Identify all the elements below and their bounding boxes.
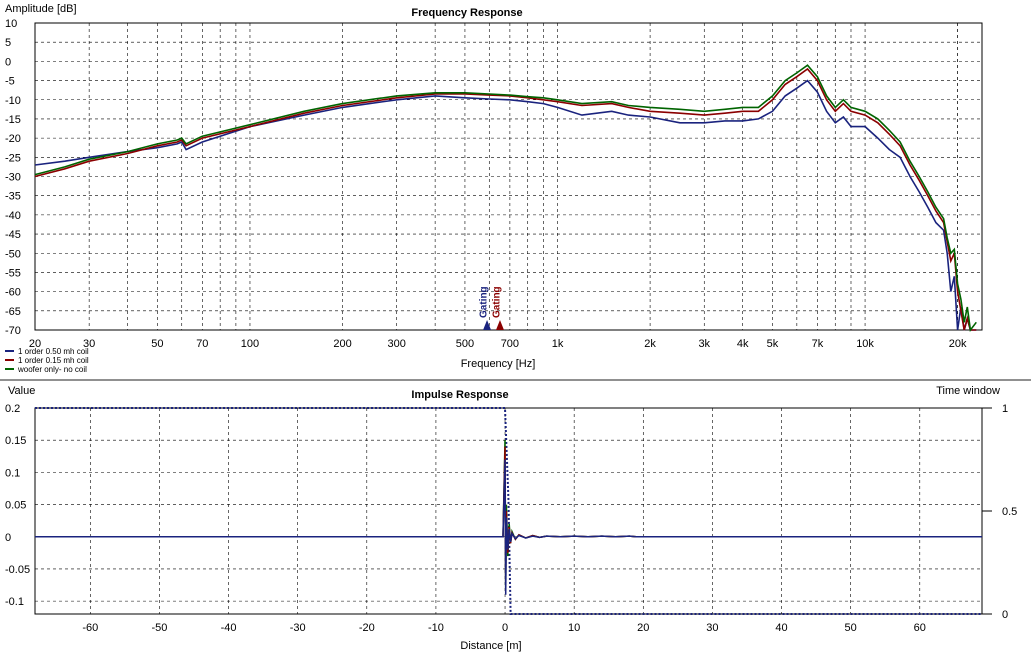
y-tick-label: -45 <box>5 229 21 241</box>
x-tick-label: 5k <box>767 338 779 350</box>
x-tick-label: 7k <box>812 338 824 350</box>
y-tick-label: -50 <box>5 248 21 260</box>
y-axis-label: Value <box>8 385 35 397</box>
y-tick-label: 0.1 <box>5 467 20 479</box>
x-tick-label: 200 <box>333 338 351 350</box>
y-tick-label: 5 <box>5 37 11 49</box>
y2-axis-label: Time window <box>936 385 1000 397</box>
x-tick-label: 1k <box>552 338 564 350</box>
y-tick-label: -0.1 <box>5 596 24 608</box>
x-tick-label: 300 <box>388 338 406 350</box>
x-tick-label: 30 <box>83 338 95 350</box>
y2-tick-label: 0 <box>1002 609 1008 621</box>
y-tick-label: 0 <box>5 56 11 68</box>
y2-tick-label: 1 <box>1002 403 1008 415</box>
impulse-response-chart: -60 -50 -40 -30 -20 -10 0 10 20 30 40 50 600.20.150.… <box>5 385 1017 652</box>
x-tick-label: 10k <box>856 338 874 350</box>
y-tick-label: -10 <box>5 95 21 107</box>
y-tick-label: -55 <box>5 267 21 279</box>
y-tick-label: -35 <box>5 191 21 203</box>
x-tick-label: 100 <box>241 338 259 350</box>
x-tick-label: 3k <box>698 338 710 350</box>
y-tick-label: -40 <box>5 210 21 222</box>
x-tick-label: 20 <box>637 622 649 634</box>
x-tick-label: 50 <box>845 622 857 634</box>
y-tick-label: -15 <box>5 114 21 126</box>
y-tick-label: 0 <box>5 532 11 544</box>
legend-label-1: 1 order 0.50 mh coil <box>18 347 89 356</box>
y-tick-label: -65 <box>5 306 21 318</box>
gating-marker-2 <box>495 320 504 330</box>
series-line-3 <box>34 64 977 333</box>
x-tick-label: 700 <box>501 338 519 350</box>
x-tick-label: 2k <box>644 338 656 350</box>
y-tick-label: 0.2 <box>5 403 20 415</box>
y-tick-label: -60 <box>5 287 21 299</box>
x-tick-label: 70 <box>196 338 208 350</box>
y-axis-label: Amplitude [dB] <box>5 3 77 15</box>
x-tick-label: 20 <box>29 338 41 350</box>
y-tick-label: -0.05 <box>5 564 30 576</box>
x-tick-label: 30 <box>706 622 718 634</box>
x-tick-label: 0 <box>502 622 508 634</box>
x-tick-label: -30 <box>290 622 306 634</box>
x-tick-label: 20k <box>949 338 967 350</box>
y-tick-label: -20 <box>5 133 21 145</box>
x-tick-label: 10 <box>568 622 580 634</box>
x-tick-label: 60 <box>914 622 926 634</box>
x-tick-label: -60 <box>82 622 98 634</box>
x-axis-label: Distance [m] <box>460 640 521 652</box>
impulse-series-3 <box>35 459 982 595</box>
x-tick-label: 4k <box>737 338 749 350</box>
y-tick-label: -70 <box>5 325 21 337</box>
y2-tick-label: 0.5 <box>1002 506 1017 518</box>
x-tick-label: 500 <box>456 338 474 350</box>
time-window-line <box>35 407 982 615</box>
x-tick-label: 50 <box>151 338 163 350</box>
y-tick-label: -30 <box>5 172 21 184</box>
x-tick-label: -40 <box>221 622 237 634</box>
x-tick-label: -10 <box>428 622 444 634</box>
chart-title: Impulse Response <box>411 389 508 401</box>
legend-label-2: 1 order 0.15 mh coil <box>18 356 89 365</box>
series-line-2 <box>34 67 977 331</box>
y-tick-label: -25 <box>5 152 21 164</box>
legend-label-3: woofer only- no coil <box>17 365 87 374</box>
x-tick-label: -20 <box>359 622 375 634</box>
frequency-response-chart: 1050-5-10-15-20-25-30-35-40-45-50-55-60-… <box>5 3 983 374</box>
gating-marker-label: Gating <box>479 286 490 318</box>
y-tick-label: 10 <box>5 18 17 30</box>
chart-title: Frequency Response <box>411 7 522 19</box>
gating-marker-label: Gating <box>491 286 502 318</box>
gating-marker-1 <box>483 320 492 330</box>
y-tick-label: -5 <box>5 76 15 88</box>
x-tick-label: -50 <box>151 622 167 634</box>
y-tick-label: 0.15 <box>5 435 26 447</box>
x-tick-label: 40 <box>775 622 787 634</box>
x-axis-label: Frequency [Hz] <box>461 358 536 370</box>
y-tick-label: 0.05 <box>5 500 26 512</box>
